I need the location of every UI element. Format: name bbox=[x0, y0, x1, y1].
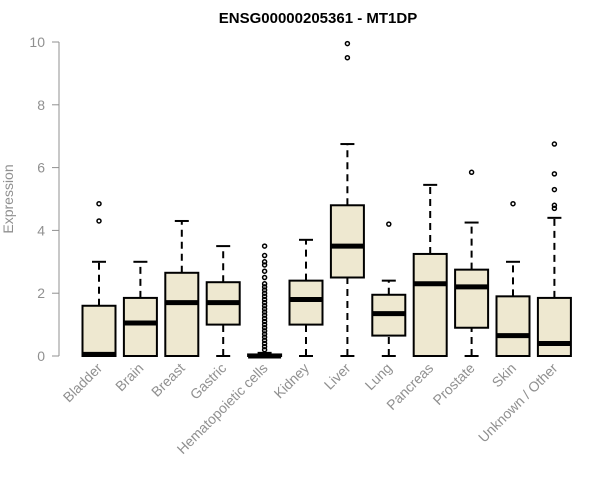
outlier-point bbox=[261, 262, 268, 268]
y-tick-label: 0 bbox=[37, 348, 45, 364]
outlier-point bbox=[261, 324, 268, 331]
outlier-point bbox=[551, 202, 558, 209]
iqr-box bbox=[288, 279, 324, 326]
box-bladder bbox=[81, 200, 117, 358]
x-tick-label: Skin bbox=[489, 360, 520, 391]
outlier-point bbox=[468, 169, 475, 176]
box-lung bbox=[371, 221, 407, 357]
outlier-point bbox=[261, 293, 268, 300]
box-pancreas bbox=[412, 183, 448, 357]
x-tick-label: Liver bbox=[321, 360, 354, 393]
outlier-point bbox=[261, 318, 268, 325]
outlier-point bbox=[261, 296, 268, 303]
outlier-point bbox=[261, 328, 268, 334]
box-prostate bbox=[454, 169, 490, 357]
outlier-point bbox=[551, 205, 558, 212]
box-gastric bbox=[205, 245, 241, 357]
iqr-box bbox=[164, 271, 200, 358]
x-tick-label: Kidney bbox=[271, 360, 313, 402]
outlier-point bbox=[261, 299, 268, 306]
outlier-point bbox=[96, 200, 102, 207]
iqr-box bbox=[122, 296, 158, 358]
x-tick-label: Bladder bbox=[60, 360, 106, 406]
outlier-point bbox=[261, 337, 268, 344]
outlier-point bbox=[261, 268, 268, 274]
outlier-point bbox=[551, 141, 558, 147]
iqr-box bbox=[536, 296, 572, 358]
iqr-box bbox=[81, 304, 117, 358]
outlier-point bbox=[261, 274, 268, 281]
outlier-point bbox=[261, 290, 268, 296]
outlier-point bbox=[261, 287, 268, 293]
outlier-point bbox=[261, 281, 268, 287]
box-unknown-other bbox=[536, 141, 572, 358]
outlier-point bbox=[261, 340, 268, 347]
iqr-box bbox=[454, 268, 490, 329]
y-tick-label: 10 bbox=[29, 34, 45, 50]
y-tick-label: 4 bbox=[37, 222, 45, 238]
outlier-point bbox=[261, 312, 268, 318]
outlier-point bbox=[261, 321, 268, 328]
outlier-point bbox=[261, 284, 268, 290]
outlier-point bbox=[261, 252, 268, 259]
y-tick-label: 2 bbox=[37, 285, 45, 301]
y-axis-label: Expression bbox=[0, 164, 16, 233]
y-axis-ticks: 0 2 4 6 8 10 bbox=[29, 34, 59, 364]
x-tick-label: Breast bbox=[148, 360, 188, 400]
y-tick-label: 8 bbox=[37, 97, 45, 113]
outlier-point bbox=[261, 343, 268, 350]
box-liver bbox=[329, 40, 365, 357]
outlier-point bbox=[344, 54, 351, 61]
outlier-point bbox=[510, 200, 516, 207]
x-tick-label: Lung bbox=[362, 360, 395, 393]
outlier-point bbox=[551, 171, 558, 177]
outlier-point bbox=[386, 221, 392, 227]
outlier-point bbox=[261, 309, 268, 315]
iqr-box bbox=[412, 252, 448, 357]
outlier-point bbox=[96, 218, 102, 224]
iqr-box bbox=[329, 204, 365, 279]
box-breast bbox=[164, 219, 200, 358]
outlier-point bbox=[261, 259, 268, 265]
outlier-point bbox=[551, 186, 558, 193]
x-tick-label: Prostate bbox=[430, 360, 478, 408]
boxes-group bbox=[81, 40, 572, 359]
outlier-point bbox=[261, 331, 268, 337]
outlier-point bbox=[261, 315, 268, 322]
x-tick-label: Brain bbox=[112, 360, 146, 394]
outlier-point bbox=[261, 306, 268, 312]
iqr-box bbox=[495, 295, 531, 357]
box-kidney bbox=[288, 238, 324, 357]
outlier-point bbox=[261, 346, 268, 353]
y-tick-label: 6 bbox=[37, 160, 45, 176]
box-skin bbox=[495, 200, 531, 357]
box-brain bbox=[122, 260, 158, 358]
outlier-point bbox=[261, 334, 268, 340]
x-tick-label: Unknown / Other bbox=[475, 360, 561, 446]
outlier-point bbox=[261, 243, 268, 249]
chart-title: ENSG00000205361 - MT1DP bbox=[219, 10, 417, 27]
box-hematopoietic-cells bbox=[247, 243, 283, 359]
outlier-point bbox=[261, 303, 268, 309]
outlier-point bbox=[344, 40, 351, 47]
